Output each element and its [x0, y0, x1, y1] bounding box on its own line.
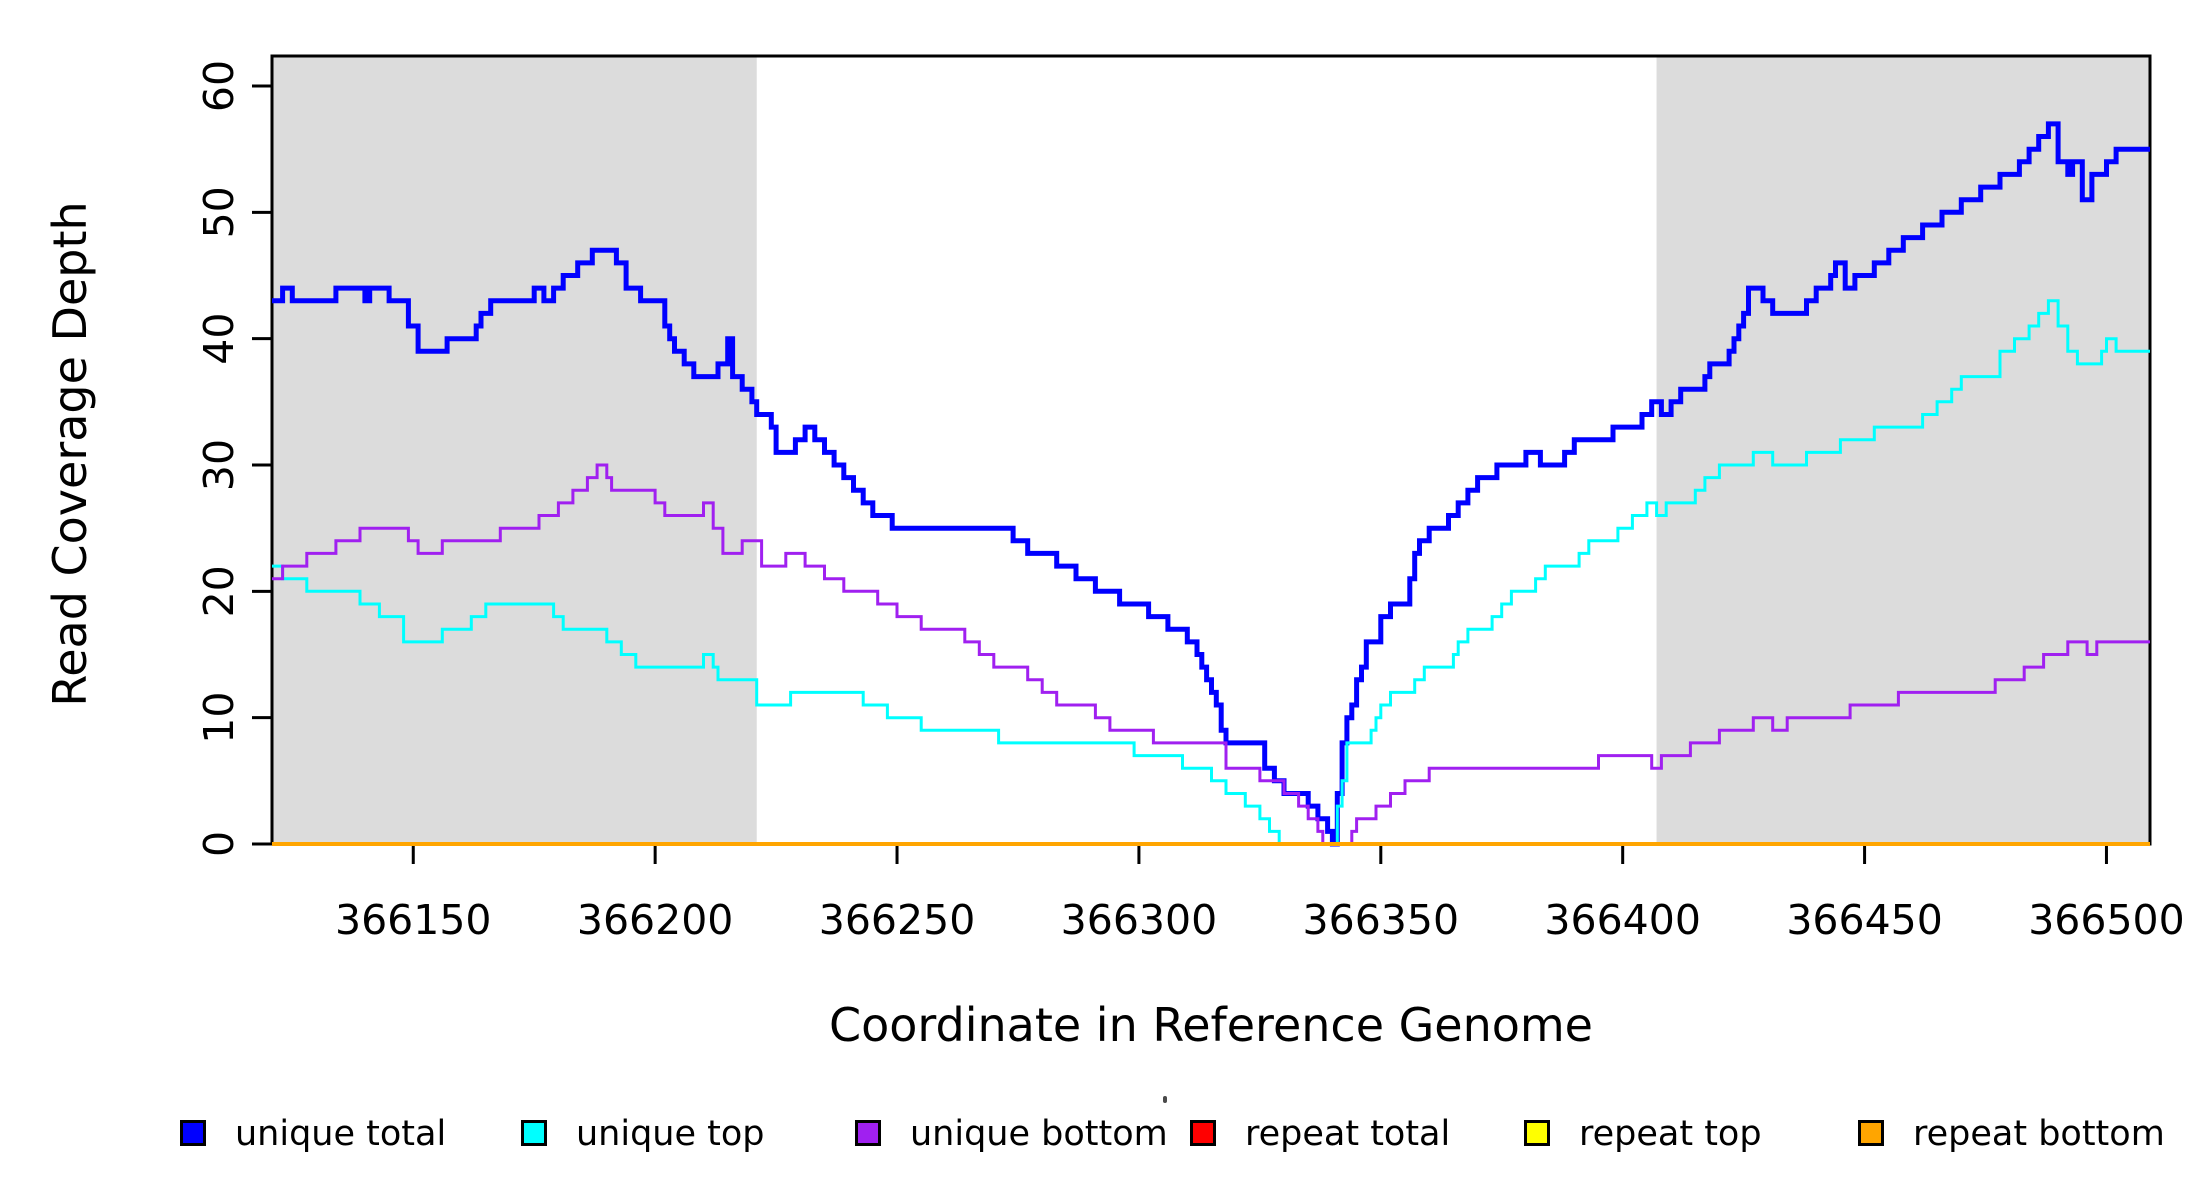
repeat-region-shading [272, 56, 757, 844]
x-tick-label: 366350 [1303, 896, 1460, 944]
y-axis-title: Read Coverage Depth [43, 201, 97, 707]
y-tick-label: 30 [195, 439, 243, 491]
y-tick-label: 60 [195, 60, 243, 112]
y-tick-label: 20 [195, 565, 243, 617]
x-tick-label: 366500 [2028, 896, 2185, 944]
x-tick-label: 366250 [819, 896, 976, 944]
stray-mark [1163, 1096, 1167, 1103]
x-axis-title: Coordinate in Reference Genome [829, 998, 1593, 1052]
series-unique-top [272, 299, 2150, 846]
x-tick-label: 366200 [577, 896, 734, 944]
y-tick-label: 50 [195, 186, 243, 238]
series-unique-total [272, 121, 2150, 847]
y-tick-label: 40 [195, 313, 243, 365]
x-tick-label: 366450 [1786, 896, 1943, 944]
series-unique-bottom [272, 463, 2150, 846]
repeat-region-shading [1656, 56, 2150, 844]
x-tick-label: 366400 [1544, 896, 1701, 944]
x-tick-label: 366300 [1061, 896, 1218, 944]
y-tick-label: 10 [195, 692, 243, 744]
x-tick-label: 366150 [335, 896, 492, 944]
y-tick-label: 0 [195, 831, 243, 857]
